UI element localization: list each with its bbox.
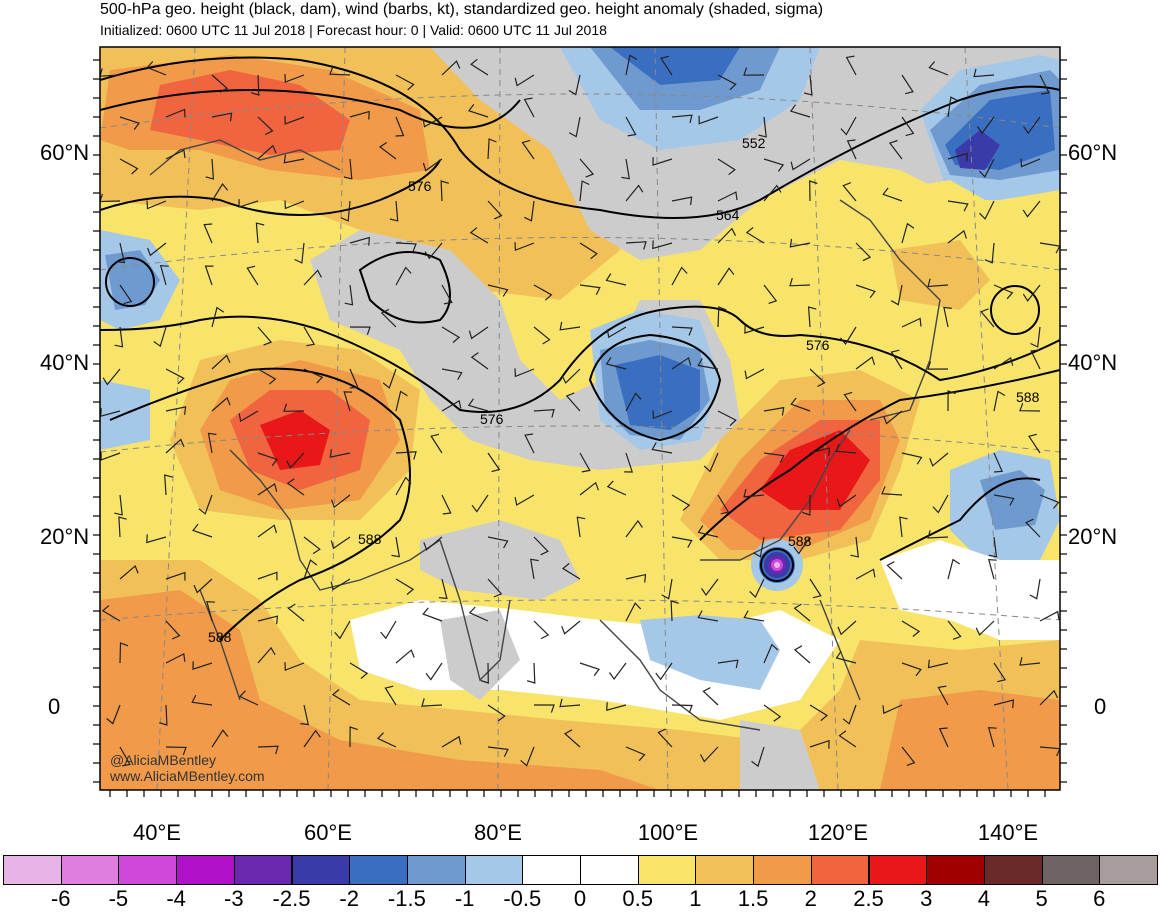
contour-label: 576 bbox=[408, 178, 432, 194]
contour-label: 576 bbox=[806, 337, 830, 353]
colorbar: -6 -5 -4 -3 -2.5 -2 -1.5 -1 -0.5 0 0.5 1 1.5 2 2.5 3 4 5 6 bbox=[0, 855, 1160, 913]
colorbar-tick-label: 4 bbox=[978, 886, 990, 912]
lat-label-left: 0 bbox=[48, 694, 60, 720]
contour-label: 576 bbox=[480, 411, 504, 427]
colorbar-swatch bbox=[926, 855, 985, 885]
colorbar-tick-label: -3 bbox=[224, 886, 244, 912]
colorbar-tick-label: 0.5 bbox=[622, 886, 653, 912]
colorbar-tick-label: -2 bbox=[339, 886, 359, 912]
lon-label: 60°E bbox=[304, 820, 352, 846]
lat-label-right: 60°N bbox=[1068, 140, 1117, 166]
contour-label: 588 bbox=[208, 629, 232, 645]
colorbar-tick-label: 0 bbox=[574, 886, 586, 912]
lat-label-right: 0 bbox=[1094, 694, 1106, 720]
colorbar-swatch bbox=[61, 855, 120, 885]
lon-label: 40°E bbox=[133, 820, 181, 846]
colorbar-tick-label: 1 bbox=[689, 886, 701, 912]
lat-label-right: 20°N bbox=[1068, 524, 1117, 550]
colorbar-tick-label: -1.5 bbox=[388, 886, 426, 912]
colorbar-tick-label: -4 bbox=[166, 886, 186, 912]
colorbar-tick-label: 3 bbox=[920, 886, 932, 912]
colorbar-swatch bbox=[465, 855, 524, 885]
colorbar-swatch bbox=[3, 855, 62, 885]
colorbar-swatch bbox=[869, 855, 928, 885]
colorbar-swatch bbox=[753, 855, 812, 885]
colorbar-tick-label: -2.5 bbox=[273, 886, 311, 912]
colorbar-tick-label: 6 bbox=[1093, 886, 1105, 912]
colorbar-swatch bbox=[118, 855, 177, 885]
contour-label: 552 bbox=[742, 135, 766, 151]
colorbar-swatch bbox=[407, 855, 466, 885]
colorbar-swatch bbox=[1099, 855, 1158, 885]
lon-label: 80°E bbox=[474, 820, 522, 846]
colorbar-swatch bbox=[176, 855, 235, 885]
colorbar-swatch bbox=[580, 855, 639, 885]
lat-label-right: 40°N bbox=[1068, 350, 1117, 376]
lon-label: 100°E bbox=[638, 820, 698, 846]
lon-label: 140°E bbox=[978, 820, 1038, 846]
contour-label: 564 bbox=[716, 207, 740, 223]
colorbar-swatch bbox=[292, 855, 351, 885]
credit-handle: @AliciaMBentley bbox=[110, 752, 216, 768]
lon-label: 120°E bbox=[808, 820, 868, 846]
colorbar-tick-label: -0.5 bbox=[503, 886, 541, 912]
colorbar-tick-label: 1.5 bbox=[738, 886, 769, 912]
colorbar-swatch bbox=[984, 855, 1043, 885]
lat-label-left: 20°N bbox=[40, 524, 89, 550]
colorbar-tick-label: 2 bbox=[805, 886, 817, 912]
colorbar-tick-label: 2.5 bbox=[853, 886, 884, 912]
colorbar-swatch bbox=[234, 855, 293, 885]
contour-label: 588 bbox=[788, 533, 812, 549]
colorbar-tick-label: 5 bbox=[1035, 886, 1047, 912]
colorbar-swatch bbox=[349, 855, 408, 885]
colorbar-swatch bbox=[638, 855, 697, 885]
colorbar-swatch bbox=[522, 855, 581, 885]
colorbar-tick-label: -5 bbox=[109, 886, 129, 912]
colorbar-tick-label: -1 bbox=[455, 886, 475, 912]
lat-label-left: 40°N bbox=[40, 350, 89, 376]
lat-label-left: 60°N bbox=[40, 140, 89, 166]
colorbar-swatch bbox=[1042, 855, 1101, 885]
contour-label: 588 bbox=[1016, 389, 1040, 405]
colorbar-swatch bbox=[695, 855, 754, 885]
credit-site: www.AliciaMBentley.com bbox=[110, 768, 265, 784]
colorbar-swatch bbox=[811, 855, 870, 885]
contour-label: 588 bbox=[358, 531, 382, 547]
colorbar-tick-label: -6 bbox=[51, 886, 71, 912]
